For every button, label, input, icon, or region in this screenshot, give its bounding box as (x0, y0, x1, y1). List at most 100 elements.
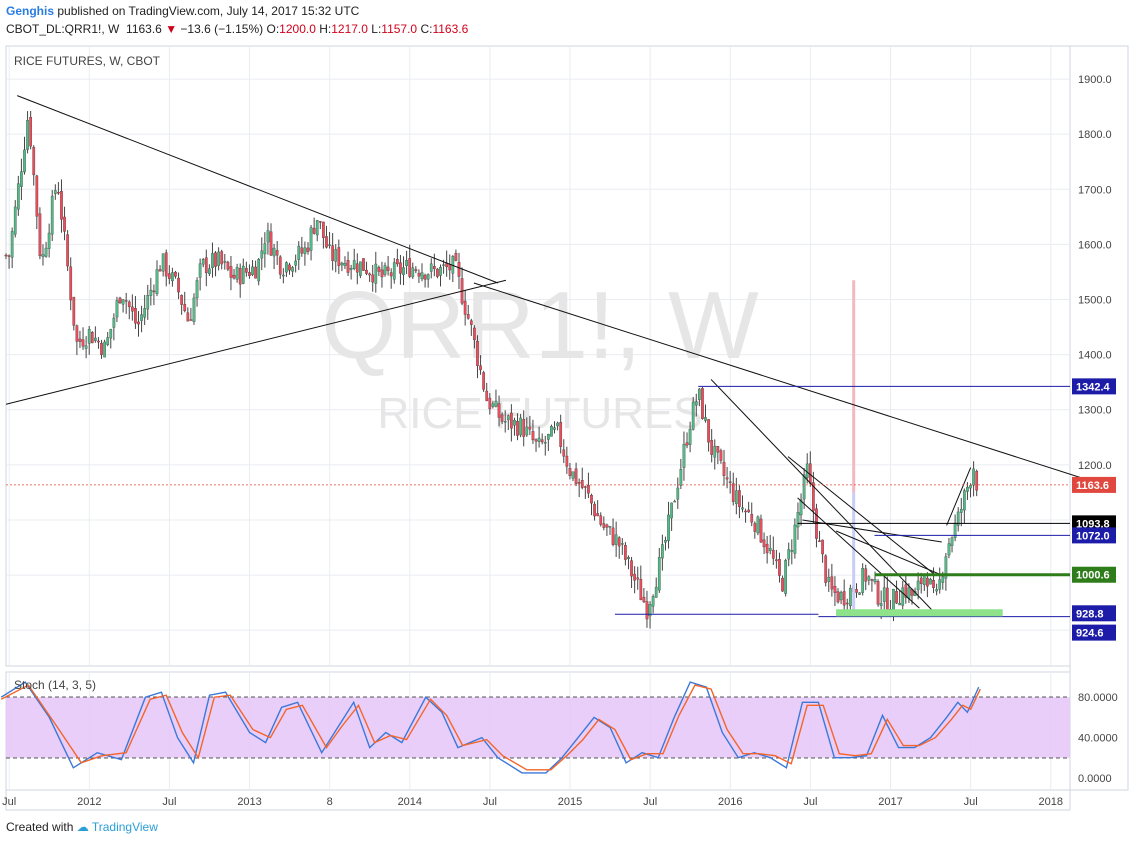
candle-up (328, 244, 331, 246)
candle-up (429, 263, 433, 272)
candle-down (386, 266, 390, 272)
candle-up (291, 267, 294, 272)
candle-up (260, 250, 264, 259)
trendline[interactable] (17, 95, 499, 284)
open-label: O: (266, 22, 280, 36)
candle-down (436, 268, 439, 277)
candle-up (50, 195, 54, 235)
candle-down (90, 332, 94, 344)
trendline[interactable] (946, 467, 972, 526)
candle-down (476, 340, 479, 366)
candle-down (322, 221, 325, 238)
indicator-label[interactable]: Stoch (14, 3, 5) (14, 678, 96, 692)
candle-down (719, 450, 723, 461)
candle-down (765, 543, 769, 554)
candle-down (158, 269, 162, 272)
symbol-info-line: CBOT_DL:QRR1!, W 1163.6 ▼ −13.6 (−1.15%)… (6, 22, 468, 36)
candle-up (713, 445, 717, 458)
candle-down (580, 480, 584, 488)
candle-down (636, 577, 640, 580)
trendline[interactable] (787, 456, 936, 576)
price-pane[interactable] (5, 45, 1071, 667)
candle-up (383, 265, 387, 275)
candle-down (35, 175, 39, 217)
candle-down (731, 483, 735, 502)
candle-up (44, 247, 48, 257)
candle-down (781, 577, 784, 592)
candle-down (189, 319, 193, 321)
candle-down (60, 191, 63, 220)
candle-up (513, 420, 516, 426)
down-arrow-icon: ▼ (165, 22, 178, 36)
candle-down (97, 340, 100, 343)
candle-down (365, 269, 368, 274)
candle-up (309, 227, 313, 251)
candle-down (177, 277, 180, 293)
candle-up (334, 249, 338, 262)
candle-down (32, 147, 36, 176)
candle-down (630, 560, 633, 577)
candle-up (109, 328, 113, 339)
candle-up (503, 421, 507, 423)
candle-down (759, 518, 763, 543)
candle-down (269, 231, 273, 256)
candle-up (907, 587, 911, 599)
candle-down (559, 422, 563, 447)
price-level-label-box (1072, 527, 1116, 544)
candle-down (180, 295, 183, 305)
candle-up (223, 261, 227, 263)
time-tick-labels: Jul 2012 Jul 2013 8 2014 Jul 2015 Jul 2016 Jul 2017… (2, 796, 1063, 808)
candle-down (728, 481, 732, 483)
candle-down (371, 274, 375, 283)
candle-down (306, 247, 310, 252)
candle-up (315, 220, 319, 236)
candle-down (396, 259, 399, 265)
candle-up (698, 388, 701, 400)
stoch-k-line (0, 681, 980, 774)
candle-up (691, 401, 695, 430)
trendline[interactable] (473, 282, 1093, 482)
author-link[interactable]: Genghis (6, 4, 55, 18)
price-level-label: 924.6 (1076, 628, 1104, 640)
price-axis[interactable] (1069, 45, 1129, 791)
candle-down (624, 545, 627, 560)
candle-up (768, 548, 772, 551)
trendline[interactable] (5, 279, 507, 405)
time-axis[interactable] (5, 789, 1071, 811)
price-level-label-box (1072, 605, 1116, 622)
candle-up (898, 602, 902, 606)
candle-up (103, 341, 106, 358)
candle-up (374, 263, 378, 284)
candle-down (747, 509, 751, 513)
price-level-label: 1000.6 (1076, 570, 1110, 582)
candle-down (312, 227, 316, 234)
price-level-label-box (1072, 476, 1116, 493)
publish-info: Genghis published on TradingView.com, Ju… (6, 4, 359, 18)
chart-canvas[interactable]: QRR1!, W RICE FUTURES 1342.4 1163.6 1093.8… (0, 0, 1130, 812)
candle-down (72, 296, 76, 326)
candle-up (143, 308, 147, 318)
candle-down (414, 269, 418, 272)
candle-up (10, 231, 14, 258)
candle-down (830, 576, 834, 590)
trendline[interactable] (835, 530, 942, 576)
candle-up (402, 267, 405, 275)
candle-down (725, 477, 729, 480)
created-with-text: Created with (6, 820, 74, 834)
price-tick-label: 1500.0 (1078, 295, 1112, 307)
candle-down (500, 414, 504, 422)
candle-down (164, 252, 168, 277)
tradingview-cloud-icon: ☁ (76, 820, 89, 834)
candle-down (590, 494, 593, 504)
candle-up (20, 171, 23, 187)
price-tick-label: 1700.0 (1078, 184, 1112, 196)
time-tick-label: 8 (327, 796, 333, 808)
high-value: 1217.0 (331, 22, 368, 36)
tradingview-link[interactable]: TradingView (91, 820, 158, 834)
candle-down (593, 503, 596, 517)
low-value: 1157.0 (381, 22, 418, 36)
candle-down (254, 266, 257, 279)
trendline[interactable] (797, 497, 920, 609)
candle-up (16, 183, 20, 210)
